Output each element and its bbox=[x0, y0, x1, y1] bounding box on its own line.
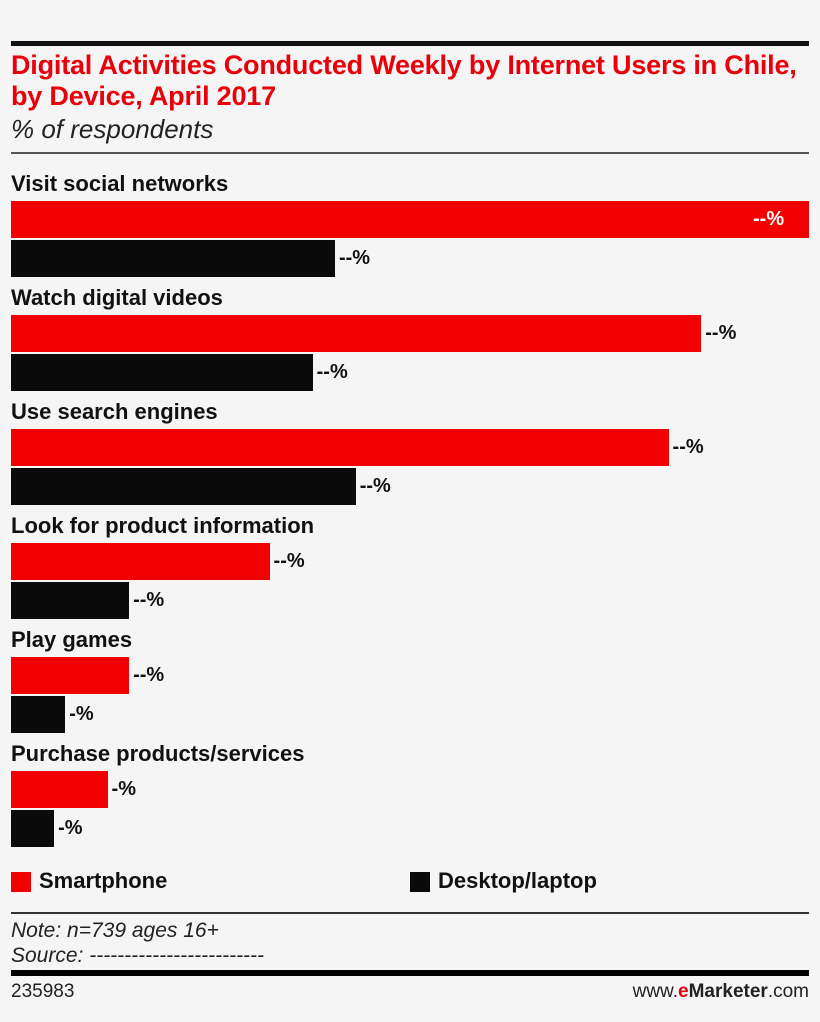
source-text: Source: ------------------------- bbox=[11, 944, 265, 967]
data-label: --% bbox=[133, 589, 165, 611]
bar-smartphone bbox=[11, 657, 130, 694]
note-text: Note: n=739 ages 16+ bbox=[11, 919, 219, 942]
header-rule bbox=[11, 152, 809, 154]
data-label: --% bbox=[359, 475, 391, 497]
bar-desktop bbox=[11, 696, 66, 733]
bar-desktop bbox=[11, 354, 313, 391]
bar-smartphone bbox=[11, 315, 702, 352]
category-label: Purchase products/services bbox=[11, 741, 305, 766]
legend-swatch-desktop bbox=[410, 872, 430, 892]
data-label: -% bbox=[58, 817, 83, 839]
legend-label-desktop: Desktop/laptop bbox=[438, 868, 597, 893]
brand-suffix: .com bbox=[767, 981, 809, 1002]
bar-desktop bbox=[11, 468, 356, 505]
brand-name: Marketer bbox=[688, 981, 768, 1002]
legend-swatch-smartphone bbox=[11, 872, 31, 892]
category-label: Watch digital videos bbox=[11, 285, 223, 310]
bottom-rule bbox=[11, 970, 809, 976]
brand-prefix: www. bbox=[632, 981, 679, 1002]
category-label: Visit social networks bbox=[11, 171, 229, 196]
bar-smartphone bbox=[11, 543, 270, 580]
bar-smartphone bbox=[11, 201, 809, 238]
category-label: Play games bbox=[11, 627, 133, 652]
data-label: --% bbox=[338, 247, 371, 269]
data-label: --% bbox=[672, 436, 704, 458]
data-label: -% bbox=[111, 778, 136, 800]
note-rule bbox=[11, 912, 809, 914]
chart-id: 235983 bbox=[11, 981, 75, 1002]
data-label: --% bbox=[753, 208, 785, 230]
bar-desktop bbox=[11, 582, 130, 619]
data-label: --% bbox=[133, 664, 165, 686]
bar-smartphone bbox=[11, 429, 669, 466]
top-rule bbox=[11, 41, 809, 46]
chart-subtitle: % of respondents bbox=[11, 114, 214, 144]
brand-e: e bbox=[678, 981, 689, 1002]
chart-title: Digital Activities Conducted Weekly by I… bbox=[11, 50, 797, 111]
data-label: --% bbox=[316, 361, 348, 383]
legend-label-smartphone: Smartphone bbox=[39, 868, 168, 893]
bar-desktop bbox=[11, 240, 335, 277]
category-label: Look for product information bbox=[11, 513, 315, 538]
bar-smartphone bbox=[11, 771, 108, 808]
data-label: --% bbox=[705, 322, 737, 344]
bar-desktop bbox=[11, 810, 55, 847]
brand-logo: www.eMarketer.com bbox=[633, 981, 809, 1003]
data-label: -% bbox=[69, 703, 94, 725]
data-label: --% bbox=[273, 550, 305, 572]
category-label: Use search engines bbox=[11, 399, 218, 424]
